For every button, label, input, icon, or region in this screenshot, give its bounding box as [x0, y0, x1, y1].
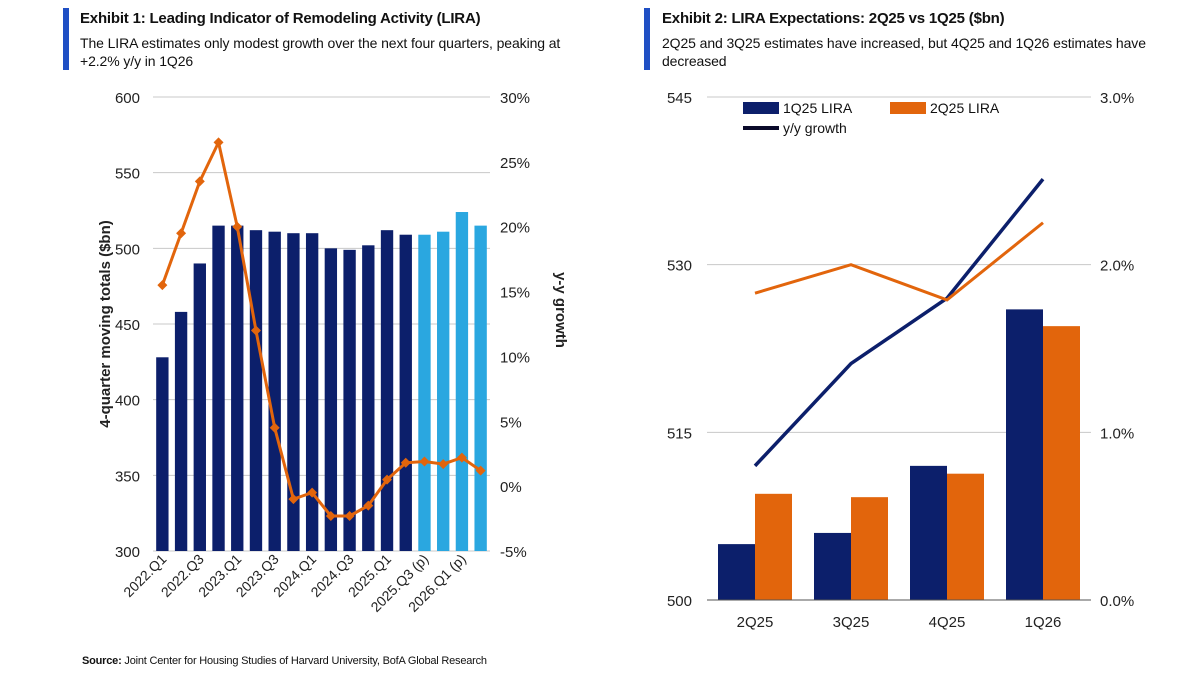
y2-tick-label: 0% [500, 479, 522, 496]
growth-marker [250, 325, 261, 336]
bar-1q25 [1006, 309, 1043, 600]
bar-1q25 [814, 532, 851, 600]
exhibit-1-panel: Exhibit 1: Leading Indicator of Remodeli… [63, 8, 569, 667]
bar [305, 233, 319, 551]
legend-swatch-2q25 [890, 102, 926, 114]
y2-tick-label: 2.0% [1100, 258, 1134, 275]
growth-marker [232, 221, 243, 232]
bar-1q25 [718, 544, 755, 600]
exhibit-1-source-text: Joint Center for Housing Studies of Harv… [121, 655, 487, 667]
exhibit-2-chart: 500 515 530 545 0.0% 1.0% 2.0% 3.0% 2Q25 3Q25 4Q25… [667, 90, 1134, 631]
bar [174, 311, 188, 551]
y2-tick-label: 20% [500, 220, 530, 237]
exhibit-2-title: Exhibit 2: LIRA Expectations: 2Q25 vs 1Q… [662, 10, 1005, 27]
bar [324, 248, 338, 552]
y2-tick-label: 5% [500, 414, 522, 431]
bar-1q25 [910, 465, 947, 600]
y-axis-title: 4-quarter moving totals ($bn) [97, 220, 114, 428]
y-tick-label: 500 [115, 241, 140, 258]
bar [249, 230, 263, 551]
bar [474, 225, 487, 551]
y2-axis-title: y-y growth [552, 272, 569, 348]
bar [343, 249, 356, 551]
x-tick-label: 4Q25 [929, 614, 966, 631]
growth-marker [344, 510, 355, 521]
legend-item-2q25: 2Q25 LIRA [890, 100, 999, 116]
exhibit-2-panel: Exhibit 2: LIRA Expectations: 2Q25 vs 1Q… [600, 0, 1200, 675]
legend-label-2q25: 2Q25 LIRA [930, 100, 1000, 116]
growth-marker [456, 452, 467, 463]
y-tick-label: 600 [115, 90, 140, 107]
y2-tick-label: -5% [500, 544, 527, 561]
growth-marker [325, 510, 336, 521]
y-tick-label: 550 [115, 166, 140, 183]
growth-marker [419, 456, 430, 467]
growth-marker [363, 500, 374, 511]
y-tick-label: 515 [667, 425, 692, 442]
growth-line-1q25 [753, 178, 1045, 468]
growth-marker [213, 137, 224, 148]
x-tick-label: 2Q25 [737, 614, 774, 631]
x-tick-label: 3Q25 [833, 614, 870, 631]
growth-marker [438, 459, 449, 470]
exhibit-1-chart: 300 350 400 450 500 550 600 -5% 0% 5% 10% 15% 20% 25%… [97, 90, 569, 615]
legend-swatch-1q25 [743, 102, 779, 114]
bar [268, 231, 281, 552]
exhibit-1-subtitle: The LIRA estimates only modest growth ov… [80, 35, 561, 69]
bar [231, 225, 244, 551]
growth-line [160, 137, 482, 518]
legend-label-1q25: 1Q25 LIRA [783, 100, 853, 116]
y2-tick-label: 3.0% [1100, 90, 1134, 107]
bar-2q25 [755, 493, 792, 600]
exhibit-2-accent-bar [644, 8, 650, 70]
growth-marker [176, 228, 187, 239]
bar-2q25 [1043, 326, 1080, 600]
bar [455, 212, 469, 551]
bar [380, 230, 394, 551]
exhibit-1-source-label: Source: [82, 655, 122, 667]
growth-marker [382, 474, 393, 485]
growth-line-2q25 [754, 221, 1044, 302]
y2-tick-label: 0.0% [1100, 593, 1134, 610]
y2-tick-label: 30% [500, 90, 530, 107]
y2-tick-label: 15% [500, 285, 530, 302]
y-tick-label: 500 [667, 593, 692, 610]
bar-2q25 [947, 473, 984, 600]
bar [418, 234, 431, 552]
bar [212, 225, 225, 551]
exhibit-2-subtitle: 2Q25 and 3Q25 estimates have increased, … [662, 35, 1146, 69]
y-tick-label: 400 [115, 393, 140, 410]
bar-2q25 [851, 497, 888, 600]
bar [399, 234, 412, 552]
growth-marker [475, 465, 486, 476]
legend-item-1q25: 1Q25 LIRA [743, 100, 852, 116]
y-tick-label: 350 [115, 468, 140, 485]
y2-tick-label: 10% [500, 349, 530, 366]
growth-marker [288, 494, 299, 505]
bar [156, 357, 169, 551]
legend-label-yy-growth: y/y growth [783, 120, 847, 136]
growth-marker [307, 487, 318, 498]
bar [193, 263, 206, 551]
bar [437, 231, 450, 552]
legend-swatch-yy-growth [743, 126, 779, 130]
growth-marker [269, 422, 280, 433]
y2-tick-label: 25% [500, 155, 530, 172]
y-tick-label: 300 [115, 544, 140, 561]
y-tick-label: 545 [667, 90, 692, 107]
y-tick-label: 450 [115, 317, 140, 334]
legend-item-yy-growth: y/y growth [743, 120, 847, 136]
exhibit-1-title: Exhibit 1: Leading Indicator of Remodeli… [80, 10, 481, 27]
x-tick-label: 1Q26 [1025, 614, 1062, 631]
bar [287, 233, 300, 551]
growth-marker [157, 280, 168, 291]
growth-marker [194, 176, 205, 187]
y-tick-label: 530 [667, 258, 692, 275]
exhibit-1-source: Source: Joint Center for Housing Studies… [82, 655, 487, 667]
growth-marker [400, 457, 411, 468]
y2-tick-label: 1.0% [1100, 425, 1134, 442]
bar [362, 245, 375, 551]
exhibit-1-accent-bar [63, 8, 69, 70]
